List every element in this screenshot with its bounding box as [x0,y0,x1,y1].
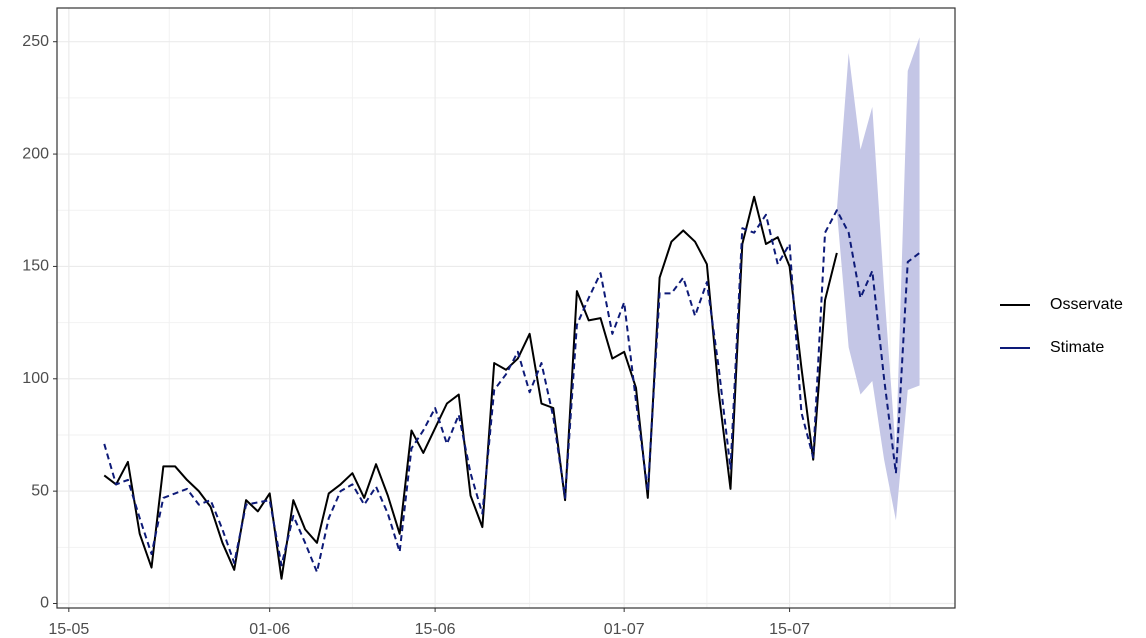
legend-label: Osservate [1050,296,1123,313]
x-tick-label: 15-06 [415,621,456,638]
x-tick-label: 15-05 [48,621,89,638]
series-line [103,209,921,574]
y-tick-label: 100 [22,370,49,387]
legend-label: Stimate [1050,339,1104,356]
x-tick-label: 15-07 [769,621,810,638]
y-tick-label: 50 [31,482,49,499]
plot-border [56,7,956,609]
x-tick-label: 01-07 [604,621,645,638]
y-tick-label: 250 [22,33,49,50]
y-tick-label: 150 [22,258,49,275]
series-line [103,195,838,580]
y-tick-label: 0 [40,595,49,612]
x-tick-label: 01-06 [249,621,290,638]
y-tick-label: 200 [22,145,49,162]
confidence-band [836,37,920,521]
